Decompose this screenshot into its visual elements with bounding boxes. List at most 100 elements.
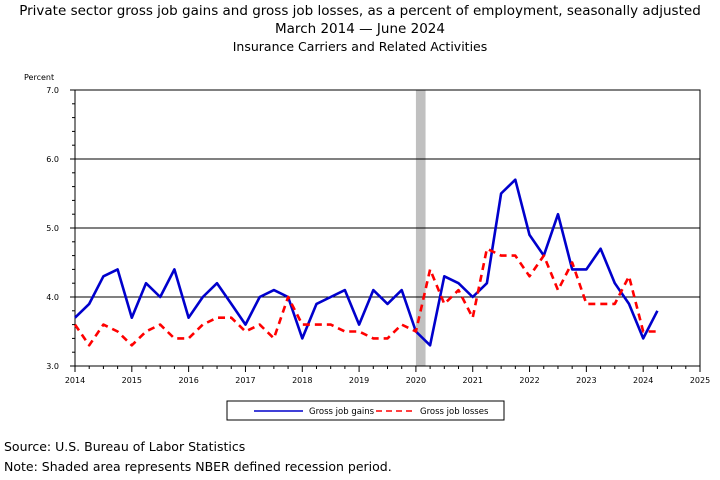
data-point	[585, 303, 587, 305]
data-point	[472, 317, 474, 319]
data-point	[173, 337, 175, 339]
data-point	[329, 296, 331, 298]
period-start: March 2014	[275, 21, 355, 37]
data-point	[415, 330, 417, 332]
data-point	[173, 268, 175, 270]
x-tick-label: 2024	[633, 376, 653, 385]
data-point	[557, 289, 559, 291]
data-point	[344, 330, 346, 332]
x-tick-label: 2018	[292, 376, 312, 385]
x-tick-label: 2022	[519, 376, 539, 385]
data-point	[258, 323, 260, 325]
data-point	[599, 303, 601, 305]
x-tick-label: 2014	[65, 376, 85, 385]
series-gross-job-losses	[73, 247, 658, 347]
data-point	[656, 330, 658, 332]
data-point	[401, 323, 403, 325]
chart-title-block: Private sector gross job gains and gross…	[0, 2, 720, 56]
x-tick-label: 2021	[463, 376, 483, 385]
data-point	[628, 275, 630, 277]
axis-layer: 3.0 4.0 5.0 6.0 7.0 2014 2015 2016 2017 2018 2019 2…	[46, 86, 710, 385]
data-point	[287, 296, 289, 298]
x-tick-label: 2020	[406, 376, 426, 385]
legend-label-gains: Gross job gains	[309, 407, 375, 417]
data-point	[457, 289, 459, 291]
series-layer	[73, 178, 659, 347]
data-point	[514, 254, 516, 256]
chart-subtitle: Insurance Carriers and Related Activitie…	[232, 39, 488, 54]
data-point	[301, 323, 303, 325]
legend-box	[226, 400, 505, 421]
data-point	[273, 337, 275, 339]
y-tick-label: 4.0	[46, 293, 59, 302]
data-point	[273, 289, 275, 291]
y-tick-label: 6.0	[46, 155, 59, 164]
data-point	[543, 254, 545, 256]
y-tick-label: 7.0	[46, 86, 59, 95]
data-point	[344, 289, 346, 291]
data-point	[216, 282, 218, 284]
data-point	[315, 303, 317, 305]
data-point	[230, 317, 232, 319]
data-point	[301, 337, 303, 339]
data-point	[315, 323, 317, 325]
data-point	[358, 323, 360, 325]
data-point	[244, 330, 246, 332]
data-point	[187, 317, 189, 319]
chart-title: Private sector gross job gains and gross…	[19, 3, 701, 19]
data-point	[372, 337, 374, 339]
data-point	[571, 268, 573, 270]
data-point	[429, 268, 431, 270]
chart-period: March 2014 — June 2024	[0, 20, 720, 38]
x-tick-label: 2025	[690, 376, 710, 385]
y-tick-label: 5.0	[46, 224, 59, 233]
data-point	[145, 282, 147, 284]
data-point	[329, 323, 331, 325]
x-tick-label: 2019	[349, 376, 369, 385]
data-point	[500, 192, 502, 194]
x-tick-label: 2017	[235, 376, 255, 385]
data-point	[258, 296, 260, 298]
data-point	[116, 330, 118, 332]
data-point	[443, 303, 445, 305]
x-tick-label: 2016	[178, 376, 198, 385]
data-point	[159, 323, 161, 325]
data-point	[585, 268, 587, 270]
data-point	[358, 330, 360, 332]
y-axis-label: Percent	[24, 73, 54, 82]
data-point	[230, 303, 232, 305]
recession-note: Note: Shaded area represents NBER define…	[4, 459, 392, 474]
data-point	[244, 323, 246, 325]
data-point	[557, 213, 559, 215]
data-point	[429, 344, 431, 346]
data-point	[372, 289, 374, 291]
data-point	[528, 234, 530, 236]
period-separator: —	[359, 21, 373, 37]
data-point	[145, 330, 147, 332]
data-point	[131, 317, 133, 319]
legend-label-losses: Gross job losses	[420, 407, 489, 417]
data-point	[614, 303, 616, 305]
data-point	[457, 282, 459, 284]
data-point	[159, 296, 161, 298]
x-tick-label: 2023	[576, 376, 596, 385]
data-point	[202, 296, 204, 298]
x-tick-label: 2015	[122, 376, 142, 385]
data-point	[88, 303, 90, 305]
data-point	[74, 323, 76, 325]
data-point	[528, 275, 530, 277]
data-point	[614, 282, 616, 284]
data-point	[102, 323, 104, 325]
data-point	[642, 330, 644, 332]
data-point	[642, 337, 644, 339]
source-note: Source: U.S. Bureau of Labor Statistics	[4, 439, 246, 454]
data-point	[599, 248, 601, 250]
data-point	[386, 303, 388, 305]
data-point	[202, 323, 204, 325]
data-point	[216, 317, 218, 319]
legend: Gross job gains Gross job losses	[226, 400, 505, 421]
y-tick-label: 3.0	[46, 362, 59, 371]
data-point	[401, 289, 403, 291]
series-gross-job-gains	[74, 178, 659, 347]
